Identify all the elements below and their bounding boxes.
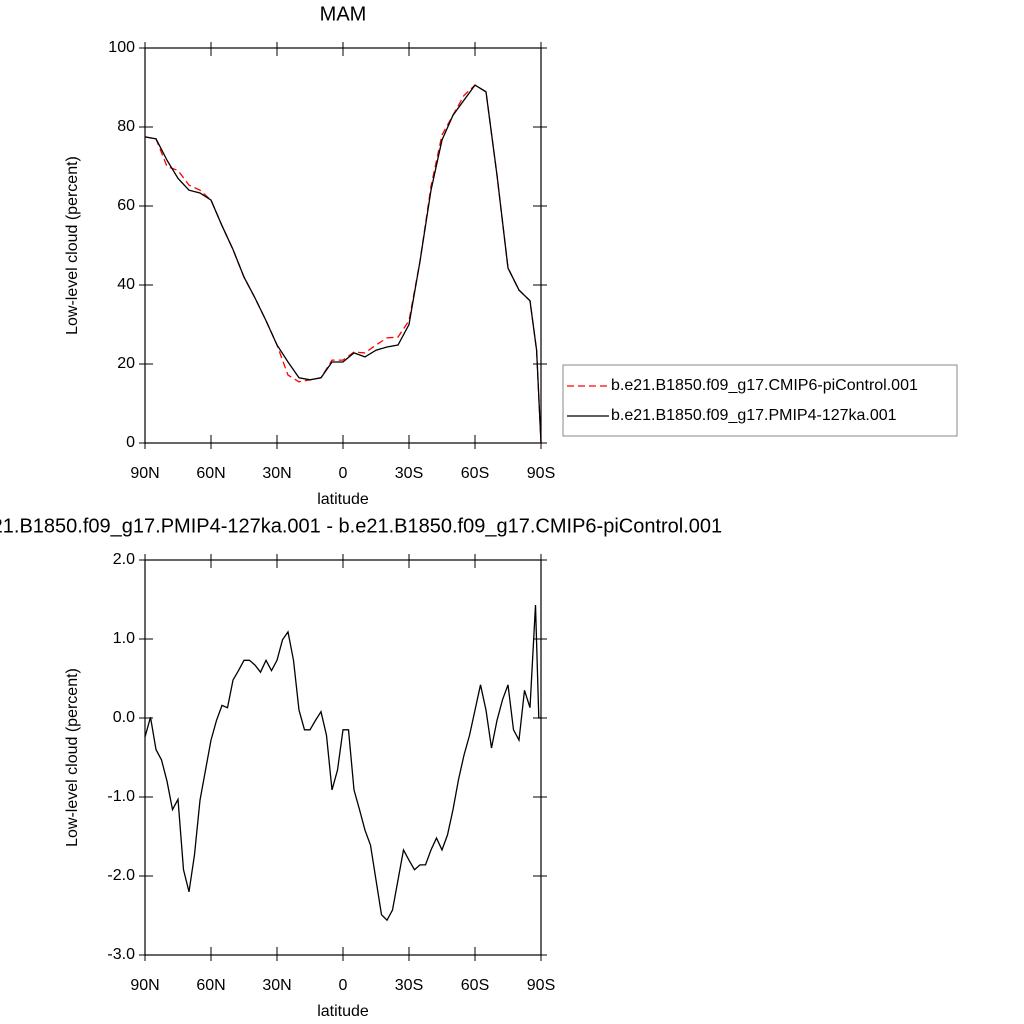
x-tick-label: 90S — [527, 465, 555, 482]
x-tick-label: 30N — [262, 977, 291, 994]
y-tick-label: 0 — [126, 434, 135, 451]
legend-box — [562, 364, 958, 437]
x-tick-label: 60N — [196, 465, 225, 482]
x-tick-label: 90S — [527, 977, 555, 994]
plot-frame — [144, 559, 542, 956]
y-tick-label: 1.0 — [113, 630, 135, 647]
line-series — [144, 84, 542, 444]
y-tick-label: 2.0 — [113, 551, 135, 568]
legend-label: b.e21.B1850.f09_g17.CMIP6-piControl.001 — [611, 377, 918, 394]
y-axis-label: Low-level cloud (percent) — [64, 668, 81, 847]
y-tick-label: 0.0 — [113, 709, 135, 726]
line-series — [144, 84, 542, 444]
y-tick-label: -1.0 — [107, 788, 135, 805]
y-tick-label: 40 — [117, 276, 135, 293]
x-tick-label: 60S — [461, 977, 489, 994]
chart-title: b.e21.B1850.f09_g17.PMIP4-127ka.001 - b.… — [0, 515, 722, 537]
legend-label: b.e21.B1850.f09_g17.PMIP4-127ka.001 — [611, 407, 897, 424]
x-tick-label: 60S — [461, 465, 489, 482]
y-tick-label: -3.0 — [107, 946, 135, 963]
x-tick-label: 30S — [395, 465, 423, 482]
y-axis-label: Low-level cloud (percent) — [64, 156, 81, 335]
y-tick-label: -2.0 — [107, 867, 135, 884]
plot-frame — [144, 47, 542, 444]
line-series — [144, 604, 541, 922]
x-tick-label: 90N — [130, 977, 159, 994]
x-tick-label: 30S — [395, 977, 423, 994]
x-tick-label: 60N — [196, 977, 225, 994]
x-tick-label: 90N — [130, 465, 159, 482]
x-tick-label: 30N — [262, 465, 291, 482]
x-axis-label: latitude — [317, 1003, 369, 1020]
y-tick-label: 20 — [117, 355, 135, 372]
y-tick-label: 80 — [117, 118, 135, 135]
chart-title: MAM — [320, 3, 367, 25]
x-tick-label: 0 — [339, 465, 348, 482]
y-tick-label: 60 — [117, 197, 135, 214]
x-tick-label: 0 — [339, 977, 348, 994]
y-tick-label: 100 — [108, 39, 135, 56]
x-axis-label: latitude — [317, 491, 369, 508]
